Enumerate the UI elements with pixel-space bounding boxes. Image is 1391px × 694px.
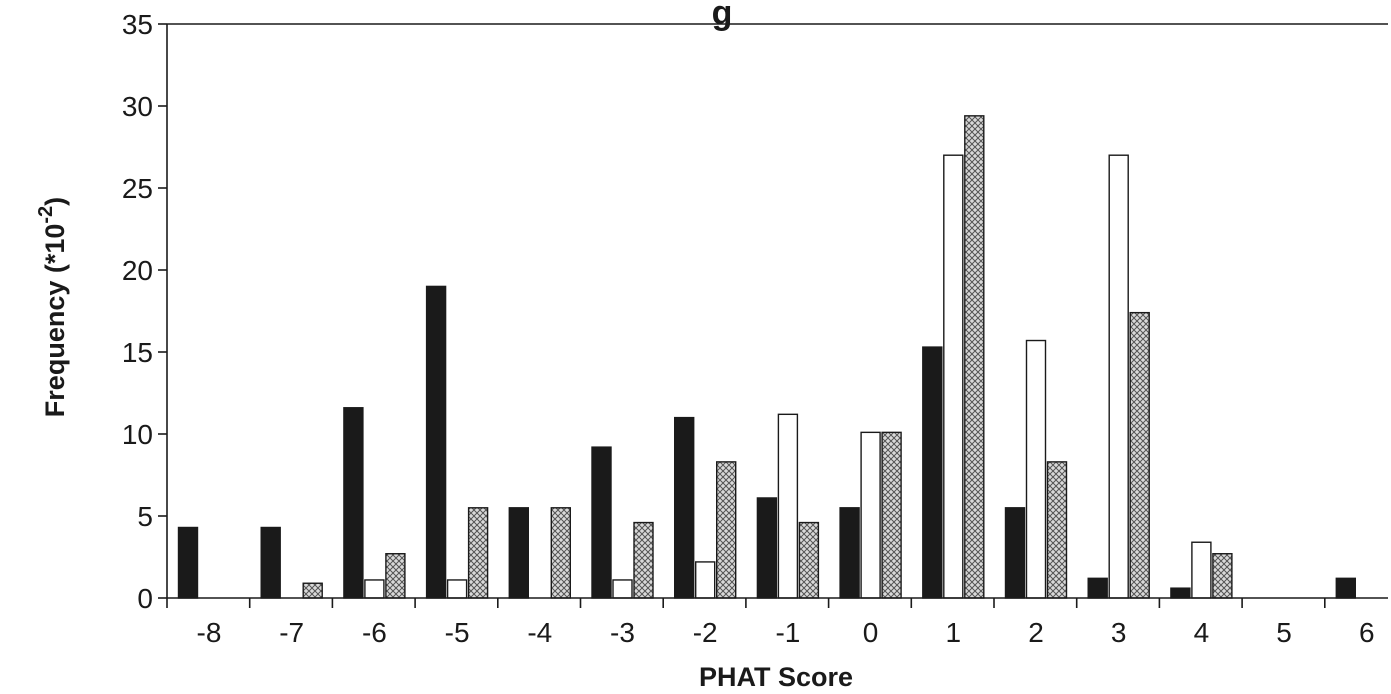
y-axis-title-main: Frequency (*10 xyxy=(40,224,70,418)
bar-solid--1 xyxy=(756,497,778,599)
bar-solid--3 xyxy=(591,446,612,599)
x-tick-label: 4 xyxy=(1194,617,1210,648)
bar-hollow--3 xyxy=(612,579,633,599)
y-ticks-group: 0 5 10 15 20 25 30 35 xyxy=(122,9,167,614)
x-tick-label: 2 xyxy=(1028,617,1044,648)
y-tick-label: 5 xyxy=(137,501,153,532)
y-tick-label: 20 xyxy=(122,255,153,286)
bar-hollow-0 xyxy=(860,431,881,599)
bar-hollow--5 xyxy=(446,579,468,599)
bar-solid--7 xyxy=(260,526,281,599)
bar-solid--6 xyxy=(343,407,364,599)
y-axis-title-exponent: -2 xyxy=(35,206,57,224)
chart-title-fragment: g xyxy=(712,0,733,32)
bar-crosshatch--4 xyxy=(550,507,571,599)
x-tick-label: 5 xyxy=(1276,617,1292,648)
bar-solid-1 xyxy=(922,346,943,599)
bar-crosshatch--7 xyxy=(302,582,323,599)
bar-crosshatch--5 xyxy=(467,507,489,599)
y-tick-label: 25 xyxy=(122,173,153,204)
bar-solid-2 xyxy=(1004,507,1026,599)
x-tick-label: -5 xyxy=(445,617,470,648)
x-tick-label: 0 xyxy=(863,617,879,648)
x-tick-label: -3 xyxy=(610,617,635,648)
bar-hollow-2 xyxy=(1025,339,1047,599)
x-tick-label: -4 xyxy=(527,617,552,648)
bar-crosshatch--6 xyxy=(385,553,406,599)
bar-solid--8 xyxy=(177,526,199,599)
x-tick-label: 3 xyxy=(1111,617,1127,648)
x-tick-label: -7 xyxy=(279,617,304,648)
bar-solid--4 xyxy=(508,507,529,599)
y-tick-label: 10 xyxy=(122,419,153,450)
bar-crosshatch-0 xyxy=(881,431,902,599)
x-tick-label: 6 xyxy=(1359,617,1375,648)
x-tick-label: -6 xyxy=(362,617,387,648)
bar-crosshatch-3 xyxy=(1129,311,1150,599)
x-tick-label: -2 xyxy=(693,617,718,648)
x-tick-label: -1 xyxy=(775,617,800,648)
bar-crosshatch-1 xyxy=(964,115,985,599)
bar-hollow--6 xyxy=(364,579,385,599)
y-tick-label: 35 xyxy=(122,9,153,40)
bar-hollow-4 xyxy=(1191,541,1212,599)
y-axis-title: Frequency (*10-2) xyxy=(35,197,70,417)
bar-crosshatch--1 xyxy=(798,521,820,599)
bar-solid-6 xyxy=(1335,577,1357,599)
bar-hollow-1 xyxy=(943,154,964,599)
y-tick-label: 30 xyxy=(122,91,153,122)
bar-solid-3 xyxy=(1087,577,1108,599)
bar-hollow--1 xyxy=(777,413,799,599)
bar-hollow-3 xyxy=(1108,154,1129,599)
bar-solid--5 xyxy=(425,285,447,599)
bar-solid-0 xyxy=(839,507,860,599)
bar-crosshatch--2 xyxy=(716,461,737,599)
y-axis-title-close: ) xyxy=(40,197,70,206)
bar-crosshatch--3 xyxy=(633,521,654,599)
bar-solid-4 xyxy=(1170,587,1191,599)
x-axis-title: PHAT Score xyxy=(699,662,853,692)
svg-text:Frequency (*10-2): Frequency (*10-2) xyxy=(35,197,70,417)
bar-solid--2 xyxy=(674,416,695,599)
bar-crosshatch-2 xyxy=(1046,461,1068,599)
y-tick-label: 0 xyxy=(137,583,153,614)
x-ticks-group: -8 -7 -6 -5 -4 -3 -2 -1 0 1 2 3 4 5 6 xyxy=(166,598,1375,648)
x-tick-label: 1 xyxy=(946,617,962,648)
bar-hollow--2 xyxy=(695,561,716,599)
y-tick-label: 15 xyxy=(122,337,153,368)
x-tick-label: -8 xyxy=(197,617,222,648)
bars-group xyxy=(177,115,1357,599)
bar-crosshatch-4 xyxy=(1212,553,1233,599)
